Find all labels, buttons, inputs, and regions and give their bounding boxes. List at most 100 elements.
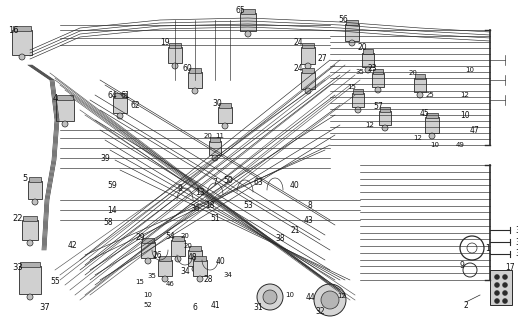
Text: 41: 41	[210, 300, 220, 309]
Text: 22: 22	[13, 213, 23, 222]
Text: 12: 12	[461, 92, 469, 98]
Bar	[302, 68, 314, 73]
Bar	[114, 93, 126, 98]
Bar	[362, 53, 374, 67]
Bar	[56, 99, 74, 121]
Text: 15: 15	[136, 279, 145, 285]
Bar	[353, 89, 363, 94]
Text: 65: 65	[235, 5, 245, 14]
Text: 58: 58	[103, 218, 113, 227]
Text: 36: 36	[190, 204, 200, 212]
Circle shape	[495, 275, 499, 279]
Text: 47: 47	[470, 125, 480, 134]
Bar	[373, 69, 383, 74]
Text: 40: 40	[290, 180, 300, 189]
Text: 30: 30	[212, 99, 222, 108]
Circle shape	[305, 63, 311, 69]
Bar	[372, 73, 384, 87]
Text: 40: 40	[215, 258, 225, 267]
Text: 29: 29	[135, 233, 145, 242]
Text: 15: 15	[348, 84, 356, 90]
Text: 19: 19	[160, 37, 170, 46]
Text: 10: 10	[466, 67, 474, 73]
Text: 12: 12	[338, 293, 347, 299]
Text: 31: 31	[253, 303, 263, 313]
Text: 18: 18	[205, 201, 215, 210]
Text: 20: 20	[409, 70, 418, 76]
Bar	[12, 30, 32, 55]
Text: 12: 12	[366, 122, 375, 128]
Bar	[113, 97, 127, 113]
Circle shape	[417, 92, 423, 98]
Text: 39: 39	[100, 154, 110, 163]
Text: 33: 33	[12, 263, 23, 273]
Bar	[188, 250, 202, 266]
Bar	[29, 177, 41, 182]
Bar	[210, 137, 220, 142]
Bar	[172, 236, 184, 241]
Text: 62: 62	[130, 100, 140, 109]
Text: 24: 24	[293, 37, 303, 46]
Circle shape	[172, 63, 178, 69]
Circle shape	[502, 283, 508, 287]
Bar	[19, 266, 41, 294]
Text: 20: 20	[181, 233, 190, 239]
Bar	[346, 20, 358, 25]
Circle shape	[145, 258, 151, 264]
Bar	[28, 181, 42, 199]
Bar	[240, 13, 256, 31]
Bar	[209, 141, 221, 155]
Bar	[302, 43, 314, 48]
Text: 24: 24	[293, 63, 303, 73]
Bar	[415, 74, 425, 79]
Text: 7: 7	[212, 178, 218, 187]
Text: 9: 9	[459, 260, 465, 269]
Text: 13: 13	[195, 188, 205, 196]
Bar	[380, 107, 390, 112]
Bar	[193, 260, 207, 276]
Circle shape	[349, 40, 355, 46]
Text: 21: 21	[290, 226, 300, 235]
Text: 10: 10	[285, 292, 295, 298]
Text: 55: 55	[50, 277, 60, 286]
Bar	[158, 260, 172, 276]
Bar	[141, 242, 155, 258]
Text: 6: 6	[193, 303, 197, 313]
Bar	[345, 24, 359, 41]
Bar	[301, 72, 315, 89]
Text: 10: 10	[460, 110, 470, 119]
Bar	[189, 246, 201, 251]
Text: 63: 63	[253, 178, 263, 187]
Bar	[13, 26, 31, 31]
Text: 48: 48	[187, 252, 197, 261]
Bar	[57, 95, 73, 100]
Text: 49: 49	[455, 142, 465, 148]
Circle shape	[62, 121, 68, 127]
Text: 3: 3	[515, 226, 518, 235]
Circle shape	[495, 291, 499, 295]
Text: 3: 3	[515, 250, 518, 259]
Circle shape	[32, 199, 38, 205]
Circle shape	[263, 290, 277, 304]
Bar	[426, 113, 438, 118]
Circle shape	[502, 291, 508, 295]
Circle shape	[375, 87, 381, 93]
Bar	[425, 117, 439, 133]
Bar	[159, 256, 171, 261]
Text: 46: 46	[166, 281, 175, 287]
Circle shape	[365, 67, 371, 73]
Circle shape	[117, 113, 123, 119]
Bar	[188, 72, 202, 88]
Text: 51: 51	[210, 213, 220, 222]
Text: 1: 1	[486, 244, 491, 252]
Text: 4: 4	[52, 93, 57, 102]
Text: 9: 9	[178, 183, 182, 193]
Text: 20: 20	[183, 243, 193, 249]
Text: 3: 3	[515, 237, 518, 246]
Circle shape	[355, 107, 361, 113]
Text: 12: 12	[413, 135, 423, 141]
Text: 43: 43	[303, 215, 313, 225]
Text: 54: 54	[165, 231, 175, 241]
Bar	[23, 216, 37, 221]
Circle shape	[192, 266, 198, 272]
